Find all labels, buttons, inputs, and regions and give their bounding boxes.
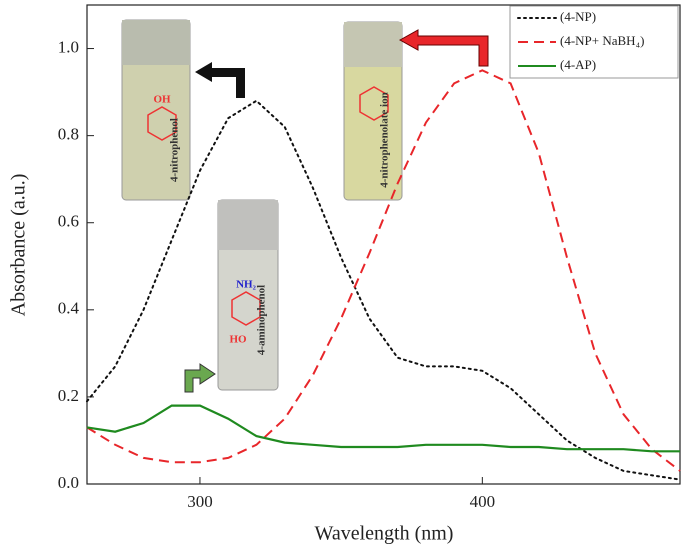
y-tick-label: 0.0 <box>58 473 79 492</box>
series-line <box>86 404 680 453</box>
y-axis-label: Absorbance (a.u.) <box>8 174 30 317</box>
x-axis-label: Wavelength (nm) <box>315 523 454 545</box>
y-tick-label: 0.4 <box>58 299 80 318</box>
annotation: NH₂ <box>236 279 257 291</box>
annotation: 4-nitrophenolate ion <box>379 92 391 187</box>
arrows <box>184 29 489 393</box>
y-tick-label: 1.0 <box>58 37 79 56</box>
legend-label: (4-NP+ NaBH₄) <box>560 33 644 48</box>
legend-label: (4-AP) <box>560 57 596 72</box>
x-tick-label: 400 <box>470 492 496 511</box>
annotation: HO <box>229 334 247 346</box>
x-tick-label: 300 <box>187 492 213 511</box>
annotation: 4-aminophenol <box>256 285 268 355</box>
y-tick-label: 0.6 <box>58 212 79 231</box>
y-tick-label: 0.2 <box>58 386 79 405</box>
legend-label: (4-NP) <box>560 9 596 24</box>
annotation: 4-nitrophenol <box>169 118 181 182</box>
vial-images <box>121 19 403 391</box>
plot-frame <box>86 4 681 485</box>
y-tick-label: 0.8 <box>58 125 79 144</box>
annotation: OH <box>153 94 171 106</box>
